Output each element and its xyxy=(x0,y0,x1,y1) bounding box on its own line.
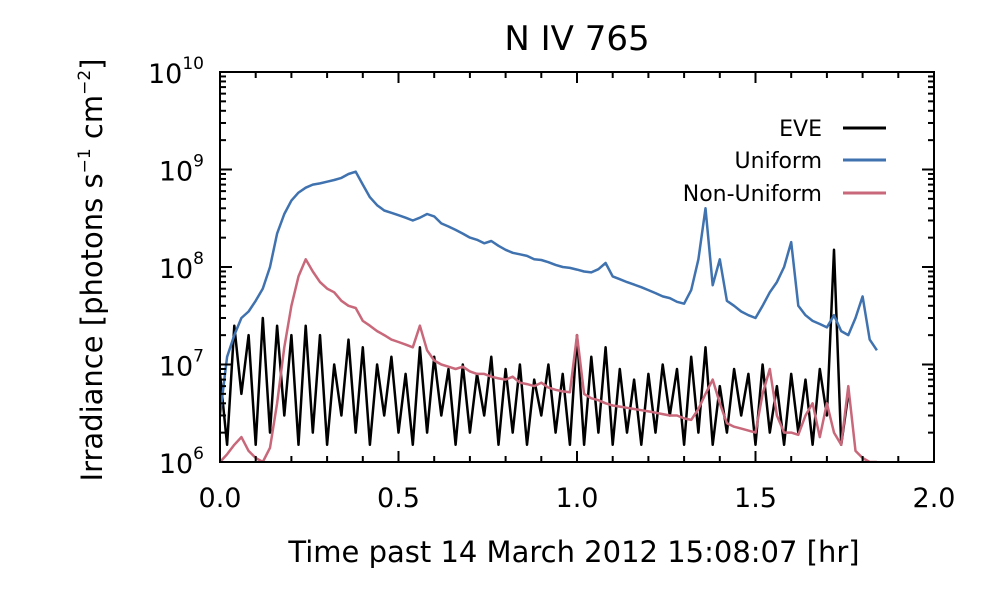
x-axis-label: Time past 14 March 2012 15:08:07 [hr] xyxy=(287,535,859,569)
y-axis: 106 107 108 109 1010 xyxy=(148,54,934,480)
x-tick-label: 0.5 xyxy=(377,483,420,514)
y-tick-label: 107 xyxy=(159,347,204,383)
series-line-eve xyxy=(220,248,850,447)
y-tick-label: 108 xyxy=(159,249,204,285)
series-line-uniform xyxy=(220,170,878,416)
x-tick-label: 2.0 xyxy=(913,483,956,514)
series-line-non-uniform xyxy=(220,258,877,462)
y-tick-label: 1010 xyxy=(148,54,204,90)
y-tick-label: 109 xyxy=(159,152,204,188)
y-tick-label: 106 xyxy=(159,444,204,480)
y-axis-label: Irradiance [photons s−1 cm−2] xyxy=(75,59,109,482)
legend: EVE Uniform Non-Uniform xyxy=(683,117,886,207)
chart-title: N IV 765 xyxy=(504,19,649,59)
legend-label: Non-Uniform xyxy=(683,182,822,207)
legend-label: Uniform xyxy=(735,149,822,174)
legend-label: EVE xyxy=(779,117,822,142)
series-layer xyxy=(220,170,878,462)
x-tick-label: 1.5 xyxy=(734,483,777,514)
x-tick-label: 1.0 xyxy=(556,483,599,514)
x-axis: 0.0 0.5 1.0 1.5 2.0 xyxy=(199,72,956,514)
x-tick-label: 0.0 xyxy=(199,483,242,514)
